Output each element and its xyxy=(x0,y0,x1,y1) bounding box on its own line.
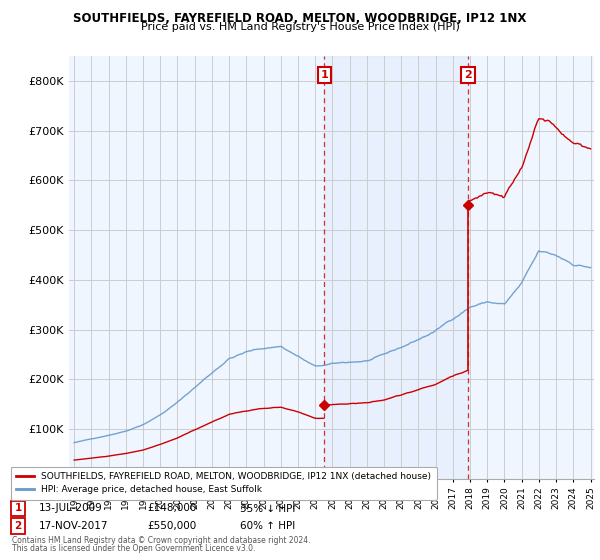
Text: 2: 2 xyxy=(14,521,22,531)
Bar xyxy=(325,56,468,479)
Text: 13-JUL-2009: 13-JUL-2009 xyxy=(39,503,103,514)
Text: 60% ↑ HPI: 60% ↑ HPI xyxy=(240,521,295,531)
Text: SOUTHFIELDS, FAYREFIELD ROAD, MELTON, WOODBRIDGE, IP12 1NX: SOUTHFIELDS, FAYREFIELD ROAD, MELTON, WO… xyxy=(73,12,527,25)
Text: 1: 1 xyxy=(320,70,328,80)
Text: £148,000: £148,000 xyxy=(147,503,196,514)
Text: 1: 1 xyxy=(14,503,22,514)
Text: Price paid vs. HM Land Registry's House Price Index (HPI): Price paid vs. HM Land Registry's House … xyxy=(140,22,460,32)
Text: 17-NOV-2017: 17-NOV-2017 xyxy=(39,521,109,531)
Legend: SOUTHFIELDS, FAYREFIELD ROAD, MELTON, WOODBRIDGE, IP12 1NX (detached house), HPI: SOUTHFIELDS, FAYREFIELD ROAD, MELTON, WO… xyxy=(11,466,437,500)
Text: Contains HM Land Registry data © Crown copyright and database right 2024.: Contains HM Land Registry data © Crown c… xyxy=(12,536,311,545)
Text: This data is licensed under the Open Government Licence v3.0.: This data is licensed under the Open Gov… xyxy=(12,544,256,553)
Text: 2: 2 xyxy=(464,70,472,80)
Text: 35% ↓ HPI: 35% ↓ HPI xyxy=(240,503,295,514)
Text: £550,000: £550,000 xyxy=(147,521,196,531)
